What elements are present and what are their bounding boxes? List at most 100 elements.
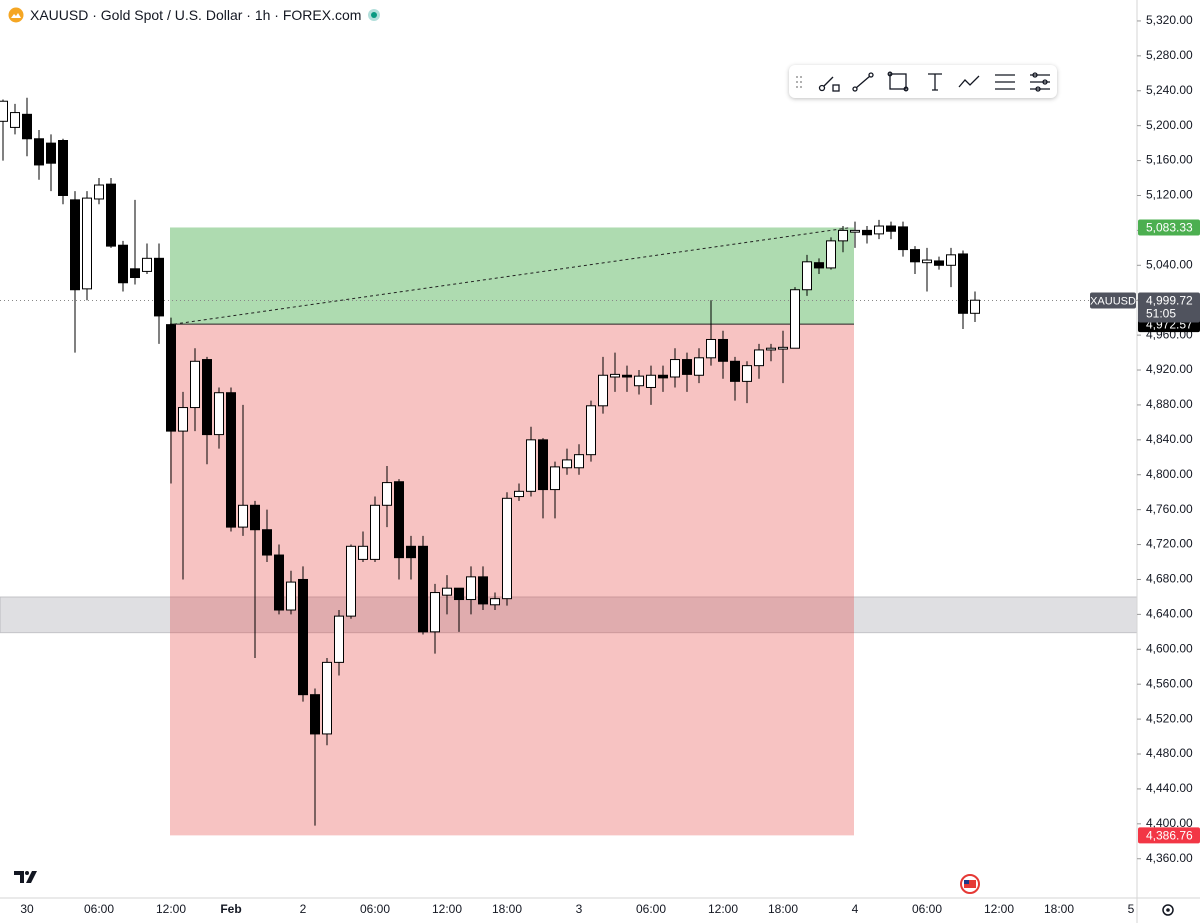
y-tick-label: 5,200.00 <box>1146 118 1193 132</box>
settings-icon[interactable] <box>1162 904 1174 916</box>
x-tick-label: Feb <box>220 902 241 916</box>
x-tick-label: 06:00 <box>360 902 390 916</box>
candle-up <box>322 661 332 735</box>
drag-handle[interactable] <box>796 76 802 88</box>
tool-text[interactable] <box>928 73 942 91</box>
candle-down <box>46 142 56 164</box>
candle-down <box>406 545 416 559</box>
x-tick-label: 12:00 <box>156 902 186 916</box>
symbol-icon <box>8 7 24 23</box>
x-tick-label: 30 <box>20 902 34 916</box>
x-tick-label: 18:00 <box>768 902 798 916</box>
candle-up <box>598 374 608 407</box>
candle-up <box>946 254 956 266</box>
tool-settings[interactable] <box>1030 72 1050 92</box>
candle-down <box>934 260 944 266</box>
y-tick-label: 4,360.00 <box>1146 851 1193 865</box>
candle-up <box>838 229 848 242</box>
candle-down <box>298 578 308 696</box>
candle-up <box>670 359 680 378</box>
candle-up <box>778 346 788 350</box>
x-tick-label: 06:00 <box>636 902 666 916</box>
price-label-bg <box>1138 827 1200 844</box>
symbol-tag: XAUUSD <box>1090 295 1136 307</box>
candle-up <box>0 100 8 122</box>
price-label: 4,386.76 <box>1146 829 1193 843</box>
candle-up <box>286 581 296 611</box>
candle-down <box>454 587 464 601</box>
candle-down <box>154 257 164 317</box>
candle-up <box>382 482 392 506</box>
candle-down <box>106 183 116 247</box>
y-tick-label: 5,040.00 <box>1146 257 1193 271</box>
chart-title: XAUUSD · Gold Spot / U.S. Dollar · 1h · … <box>30 7 362 23</box>
last-price-bg <box>1138 292 1200 323</box>
candle-up <box>466 576 476 601</box>
x-tick-label: 5 <box>1128 902 1135 916</box>
x-tick-label: 12:00 <box>708 902 738 916</box>
toolbar-icons <box>796 71 1050 92</box>
candle-up <box>358 545 368 560</box>
last-price-label: 4,999.72 <box>1146 294 1193 308</box>
candle-up <box>190 360 200 409</box>
x-tick-label: 18:00 <box>1044 902 1074 916</box>
candle-up <box>922 259 932 264</box>
candle-up <box>10 112 20 128</box>
candle-down <box>130 268 140 279</box>
candle-up <box>550 466 560 491</box>
x-tick-label: 4 <box>852 902 859 916</box>
candle-up <box>826 240 836 269</box>
x-tick-label: 06:00 <box>912 902 942 916</box>
candle-up <box>850 229 860 233</box>
tool-trend-line[interactable] <box>852 72 874 92</box>
title-bar: XAUUSD · Gold Spot / U.S. Dollar · 1h · … <box>8 7 381 23</box>
candle-down <box>418 545 428 633</box>
candle-up <box>346 545 356 617</box>
candle-down <box>478 576 488 605</box>
candle-up <box>178 407 188 432</box>
candle-up <box>802 261 812 291</box>
y-tick-label: 4,440.00 <box>1146 781 1193 795</box>
y-tick-label: 5,280.00 <box>1146 48 1193 62</box>
x-tick-label: 2 <box>300 902 307 916</box>
tool-rectangle[interactable] <box>887 71 909 92</box>
plot <box>0 97 1138 836</box>
candle-up <box>334 615 344 663</box>
candle-up <box>634 375 644 387</box>
candle-down <box>226 392 236 528</box>
price-label: 5,083.33 <box>1146 221 1193 235</box>
candle-up <box>214 392 224 436</box>
tool-path[interactable] <box>958 75 980 88</box>
event-flag[interactable] <box>960 874 980 894</box>
tv-logo <box>14 871 37 883</box>
y-tick-label: 4,560.00 <box>1146 676 1193 690</box>
candle-up <box>94 184 104 200</box>
candle-up <box>370 504 380 560</box>
market-status[interactable] <box>367 8 381 22</box>
candle-up <box>706 338 716 359</box>
y-tick-label: 4,720.00 <box>1146 537 1193 551</box>
candle-down <box>250 504 260 531</box>
candle-up <box>142 257 152 272</box>
x-tick-label: 12:00 <box>432 902 462 916</box>
tool-fib[interactable] <box>995 74 1015 90</box>
candle-down <box>886 225 896 232</box>
candle-down <box>730 360 740 382</box>
y-tick-label: 5,120.00 <box>1146 188 1193 202</box>
y-tick-label: 4,520.00 <box>1146 711 1193 725</box>
candle-down <box>538 439 548 491</box>
candle-down <box>622 374 632 378</box>
candle-up <box>562 459 572 469</box>
candle-down <box>262 529 272 556</box>
candle-up <box>790 289 800 349</box>
candle-down <box>70 199 80 291</box>
tool-line-rect[interactable] <box>818 76 840 92</box>
candle-down <box>910 249 920 263</box>
y-tick-label: 5,320.00 <box>1146 13 1193 27</box>
candle-down <box>34 138 44 166</box>
y-tick-label: 4,920.00 <box>1146 362 1193 376</box>
candle-up <box>238 504 248 528</box>
candle-up <box>502 497 512 600</box>
candle-up <box>586 405 596 456</box>
